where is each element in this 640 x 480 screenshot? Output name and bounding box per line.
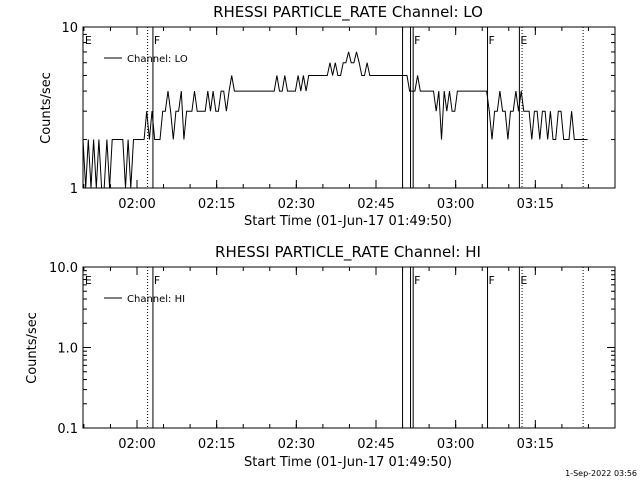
lo-chart-title: RHESSI PARTICLE_RATE Channel: LO — [213, 3, 483, 22]
lo-marker-label: F — [414, 34, 420, 47]
lo-x-tick-label: 02:30 — [278, 197, 315, 212]
lo-x-tick-label: 03:00 — [437, 197, 474, 212]
hi-y-tick-label: 1.0 — [57, 342, 78, 357]
hi-x-tick-label: 02:00 — [118, 437, 155, 452]
lo-y-axis-label: Counts/sec — [39, 72, 54, 144]
lo-y-ticks: 1 10 — [61, 21, 615, 197]
hi-x-axis-label: Start Time (01-Jun-17 01:49:50) — [244, 455, 452, 470]
lo-marker-label: E — [520, 34, 527, 47]
lo-marker-label: F — [154, 34, 160, 47]
hi-x-tick-label: 02:15 — [198, 437, 235, 452]
lo-series — [82, 51, 588, 189]
lo-legend-label: Channel: LO — [127, 54, 188, 65]
lo-x-tick-label: 02:45 — [357, 197, 394, 212]
timestamp: 1-Sep-2022 03:56 — [565, 469, 637, 478]
lo-x-tick-label: 02:00 — [118, 197, 155, 212]
lo-y-tick-label: 1 — [70, 182, 78, 197]
hi-chart-title: RHESSI PARTICLE_RATE Channel: HI — [215, 243, 481, 262]
lo-marker-label: F — [489, 34, 495, 47]
hi-x-tick-label: 03:15 — [517, 437, 554, 452]
hi-x-tick-label: 02:30 — [278, 437, 315, 452]
lo-x-tick-label: 03:15 — [517, 197, 554, 212]
hi-y-axis-label: Counts/sec — [25, 312, 40, 384]
hi-y-tick-label: 10.0 — [49, 261, 78, 276]
hi-x-ticks: 02:00 02:15 02:30 02:45 03:00 03:15 — [83, 267, 616, 452]
hi-marker-label: F — [154, 274, 160, 287]
hi-marker-label: E — [520, 274, 527, 287]
hi-channel-panel: RHESSI PARTICLE_RATE Channel: HI Counts/… — [25, 243, 616, 470]
lo-series-line — [82, 51, 588, 189]
hi-marker-label: F — [489, 274, 495, 287]
lo-x-axis-label: Start Time (01-Jun-17 01:49:50) — [244, 214, 452, 229]
lo-x-ticks: 02:00 02:15 02:30 02:45 03:00 03:15 — [83, 27, 616, 212]
hi-y-tick-label: 0.1 — [57, 422, 78, 437]
hi-x-tick-label: 03:00 — [437, 437, 474, 452]
hi-marker-label: E — [85, 274, 92, 287]
hi-marker-label: F — [414, 274, 420, 287]
hi-y-ticks: 10.0 1.0 0.1 — [49, 261, 615, 437]
hi-x-tick-label: 02:45 — [357, 437, 394, 452]
lo-channel-panel: RHESSI PARTICLE_RATE Channel: LO Counts/… — [39, 3, 616, 229]
lo-y-tick-label: 10 — [61, 21, 78, 36]
lo-marker-label: E — [85, 34, 92, 47]
hi-legend-label: Channel: HI — [127, 294, 185, 305]
lo-x-tick-label: 02:15 — [198, 197, 235, 212]
